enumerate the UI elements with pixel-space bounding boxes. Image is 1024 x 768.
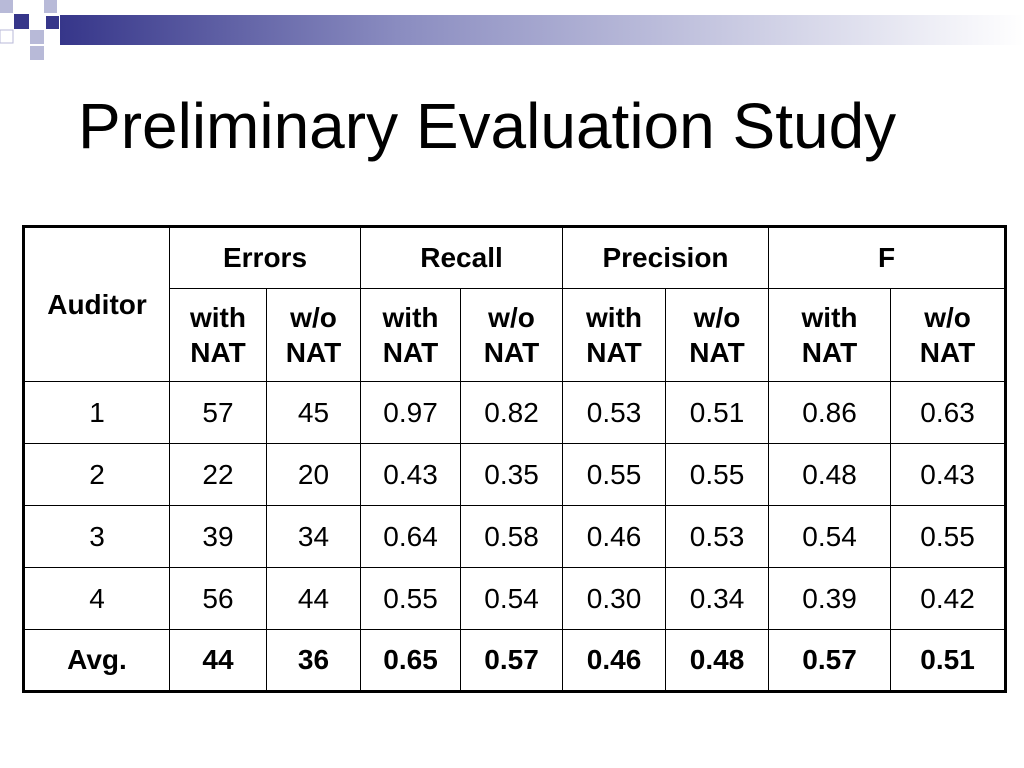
value-cell: 0.54	[460, 567, 564, 630]
value-cell: 0.55	[890, 505, 1007, 568]
value-cell: 0.57	[768, 629, 892, 692]
subheader-with-nat: with NAT	[768, 288, 892, 382]
value-cell: 0.46	[562, 629, 667, 692]
value-cell: 0.39	[768, 567, 892, 630]
slide-decoration	[0, 0, 1024, 60]
subheader-line: with	[382, 302, 439, 333]
table-row: 1 57 45 0.97 0.82 0.53 0.51 0.86 0.63	[23, 381, 1007, 444]
value-cell: 0.97	[360, 381, 462, 444]
value-cell: 0.82	[460, 381, 564, 444]
value-cell: 0.51	[665, 381, 770, 444]
subheader-line: w/o	[693, 302, 741, 333]
value-cell: 0.57	[460, 629, 564, 692]
value-cell: 22	[169, 443, 267, 506]
subheader-wo-nat: w/o NAT	[890, 288, 1007, 382]
auditor-cell: 1	[23, 381, 170, 444]
subheader-line: NAT	[586, 337, 642, 368]
value-cell: 0.42	[890, 567, 1007, 630]
value-cell: 0.64	[360, 505, 462, 568]
decor-square	[44, 0, 57, 13]
subheader-line: NAT	[285, 337, 342, 368]
value-cell: 0.55	[562, 443, 667, 506]
value-cell: 45	[265, 381, 362, 444]
value-cell: 0.53	[665, 505, 770, 568]
subheader-line: with	[586, 302, 643, 333]
value-cell: 0.43	[360, 443, 462, 506]
auditor-cell: Avg.	[23, 629, 170, 692]
value-cell: 0.65	[360, 629, 462, 692]
table-subheader-row: with NAT w/o NAT with NAT w/o NAT with NAT w/o NAT w…	[24, 288, 1007, 382]
table-row: 3 39 34 0.64 0.58 0.46 0.53 0.54 0.55	[23, 505, 1007, 568]
value-cell: 44	[265, 567, 362, 630]
group-header-precision: Precision	[562, 226, 770, 289]
auditor-cell: 4	[23, 567, 170, 630]
value-cell: 0.46	[562, 505, 667, 568]
table-row: 4 56 44 0.55 0.54 0.30 0.34 0.39 0.42	[23, 567, 1007, 630]
value-cell: 0.35	[460, 443, 564, 506]
value-cell: 0.63	[890, 381, 1007, 444]
group-header-f: F	[768, 226, 1007, 289]
value-cell: 0.53	[562, 381, 667, 444]
decor-square	[0, 29, 14, 44]
value-cell: 0.43	[890, 443, 1007, 506]
slide-title: Preliminary Evaluation Study	[78, 90, 897, 162]
table-row-average: Avg. 44 36 0.65 0.57 0.46 0.48 0.57 0.51	[23, 629, 1007, 692]
value-cell: 0.30	[562, 567, 667, 630]
decor-square	[0, 0, 13, 13]
subheader-line: w/o	[488, 302, 535, 333]
decor-square	[30, 30, 44, 44]
decor-square	[14, 14, 29, 29]
auditor-header: Auditor	[23, 226, 170, 382]
subheader-line: NAT	[382, 337, 439, 368]
subheader-line: NAT	[801, 337, 858, 368]
subheader-line: NAT	[919, 337, 976, 368]
decor-gradient-bar	[60, 15, 1024, 45]
value-cell: 0.48	[665, 629, 770, 692]
value-cell: 56	[169, 567, 267, 630]
subheader-wo-nat: w/o NAT	[460, 288, 564, 382]
value-cell: 20	[265, 443, 362, 506]
subheader-line: w/o	[924, 302, 971, 333]
value-cell: 34	[265, 505, 362, 568]
table-header-row: Auditor Errors Recall Precision F	[23, 226, 1007, 382]
value-cell: 39	[169, 505, 267, 568]
auditor-cell: 3	[23, 505, 170, 568]
value-cell: 0.55	[360, 567, 462, 630]
table-body: 1 57 45 0.97 0.82 0.53 0.51 0.86 0.63 2 22 20 0.43 0.…	[23, 381, 1007, 692]
subheader-line: NAT	[483, 337, 540, 368]
value-cell: 0.86	[768, 381, 892, 444]
group-header-recall: Recall	[360, 226, 564, 289]
value-cell: 0.55	[665, 443, 770, 506]
decor-square	[30, 46, 44, 60]
value-cell: 36	[265, 629, 362, 692]
value-cell: 0.34	[665, 567, 770, 630]
subheader-with-nat: with NAT	[360, 288, 462, 382]
subheader-with-nat: with NAT	[169, 288, 267, 382]
evaluation-table: Auditor Errors Recall Precision F with NA…	[22, 225, 1008, 693]
value-cell: 44	[169, 629, 267, 692]
value-cell: 0.48	[768, 443, 892, 506]
value-cell: 0.58	[460, 505, 564, 568]
subheader-line: w/o	[290, 302, 337, 333]
auditor-cell: 2	[23, 443, 170, 506]
group-header-errors: Errors	[168, 226, 362, 289]
subheader-with-nat: with NAT	[562, 288, 667, 382]
subheader-line: with	[190, 302, 246, 333]
subheader-wo-nat: w/o NAT	[265, 288, 362, 382]
value-cell: 57	[169, 381, 267, 444]
subheader-line: with	[801, 302, 858, 333]
decor-square	[46, 16, 59, 29]
subheader-line: NAT	[689, 337, 745, 368]
value-cell: 0.51	[890, 629, 1007, 692]
value-cell: 0.54	[768, 505, 892, 568]
subheader-wo-nat: w/o NAT	[665, 288, 770, 382]
table-row: 2 22 20 0.43 0.35 0.55 0.55 0.48 0.43	[23, 443, 1007, 506]
subheader-line: NAT	[190, 337, 246, 368]
